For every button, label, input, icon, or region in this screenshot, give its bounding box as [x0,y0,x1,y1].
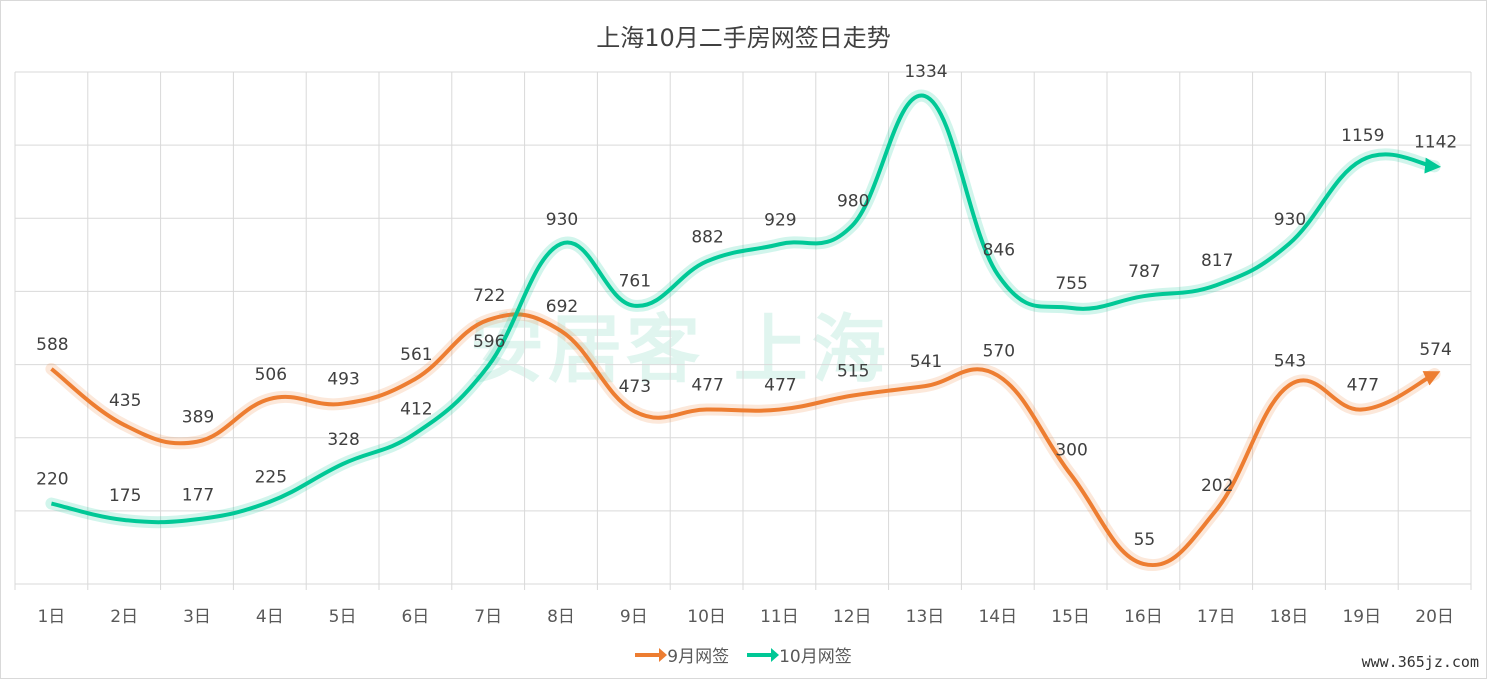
legend-swatch-oct [747,647,780,662]
data-label: 1142 [1414,132,1457,152]
x-tick-label: 8日 [547,607,575,627]
data-label: 515 [837,362,869,382]
data-label: 202 [1201,476,1233,496]
x-tick-label: 18日 [1270,607,1309,627]
x-tick-label: 13日 [906,607,945,627]
x-tick-label: 2日 [110,607,138,627]
data-label: 1159 [1341,126,1384,146]
data-label: 412 [400,399,432,419]
data-label: 930 [546,210,578,230]
data-label: 543 [1274,351,1306,371]
data-label: 596 [473,332,505,352]
x-tick-label: 20日 [1415,607,1454,627]
legend-label-sep: 9月网签 [667,647,730,667]
data-label: 473 [619,377,651,397]
x-tick-label: 11日 [760,607,799,627]
x-tick-label: 1日 [37,607,65,627]
data-label: 477 [691,376,723,396]
x-tick-label: 9日 [620,607,648,627]
data-label: 541 [910,352,942,372]
x-tick-label: 3日 [183,607,211,627]
data-label: 225 [255,468,287,488]
data-label: 817 [1201,251,1233,271]
data-label: 588 [36,335,68,355]
x-tick-label: 7日 [474,607,502,627]
data-label: 328 [327,430,359,450]
data-label: 175 [109,486,141,506]
chart-title: 上海10月二手房网签日走势 [596,24,891,52]
x-tick-label: 6日 [401,607,429,627]
data-label: 177 [182,485,214,505]
x-tick-label: 5日 [329,607,357,627]
data-label: 477 [764,376,796,396]
x-tick-label: 10日 [687,607,726,627]
data-label: 846 [983,241,1015,261]
data-label: 980 [837,192,869,212]
data-label: 389 [182,408,214,428]
data-label: 930 [1274,210,1306,230]
data-label: 493 [327,370,359,390]
data-label: 574 [1419,340,1451,360]
x-tick-label: 19日 [1342,607,1381,627]
data-label: 570 [983,342,1015,362]
legend-swatch-sep [635,647,668,662]
data-label: 435 [109,391,141,411]
x-tick-label: 12日 [833,607,872,627]
legend-item-sep: 9月网签 [635,642,729,667]
data-label: 1334 [904,62,947,82]
data-label: 882 [691,227,723,247]
site-watermark: www.365jz.com [1361,653,1479,671]
data-label: 761 [619,272,651,292]
x-tick-label: 17日 [1197,607,1236,627]
data-label: 55 [1134,530,1156,550]
legend-item-oct: 10月网签 [747,642,852,667]
data-label: 220 [36,470,68,490]
legend-label-oct: 10月网签 [779,647,852,667]
x-tick-label: 16日 [1124,607,1163,627]
x-tick-label: 4日 [256,607,284,627]
data-label: 561 [400,345,432,365]
data-label: 506 [255,365,287,385]
legend: 9月网签 10月网签 [0,642,1487,667]
data-label: 755 [1055,274,1087,294]
x-tick-label: 15日 [1051,607,1090,627]
series-line-sep [50,312,1441,568]
series-line-oct [50,93,1441,525]
data-label: 477 [1347,376,1379,396]
data-label: 787 [1128,262,1160,282]
data-label: 929 [764,210,796,230]
x-tick-label: 14日 [978,607,1017,627]
data-label: 300 [1055,440,1087,460]
data-label: 722 [473,286,505,306]
data-label: 692 [546,297,578,317]
